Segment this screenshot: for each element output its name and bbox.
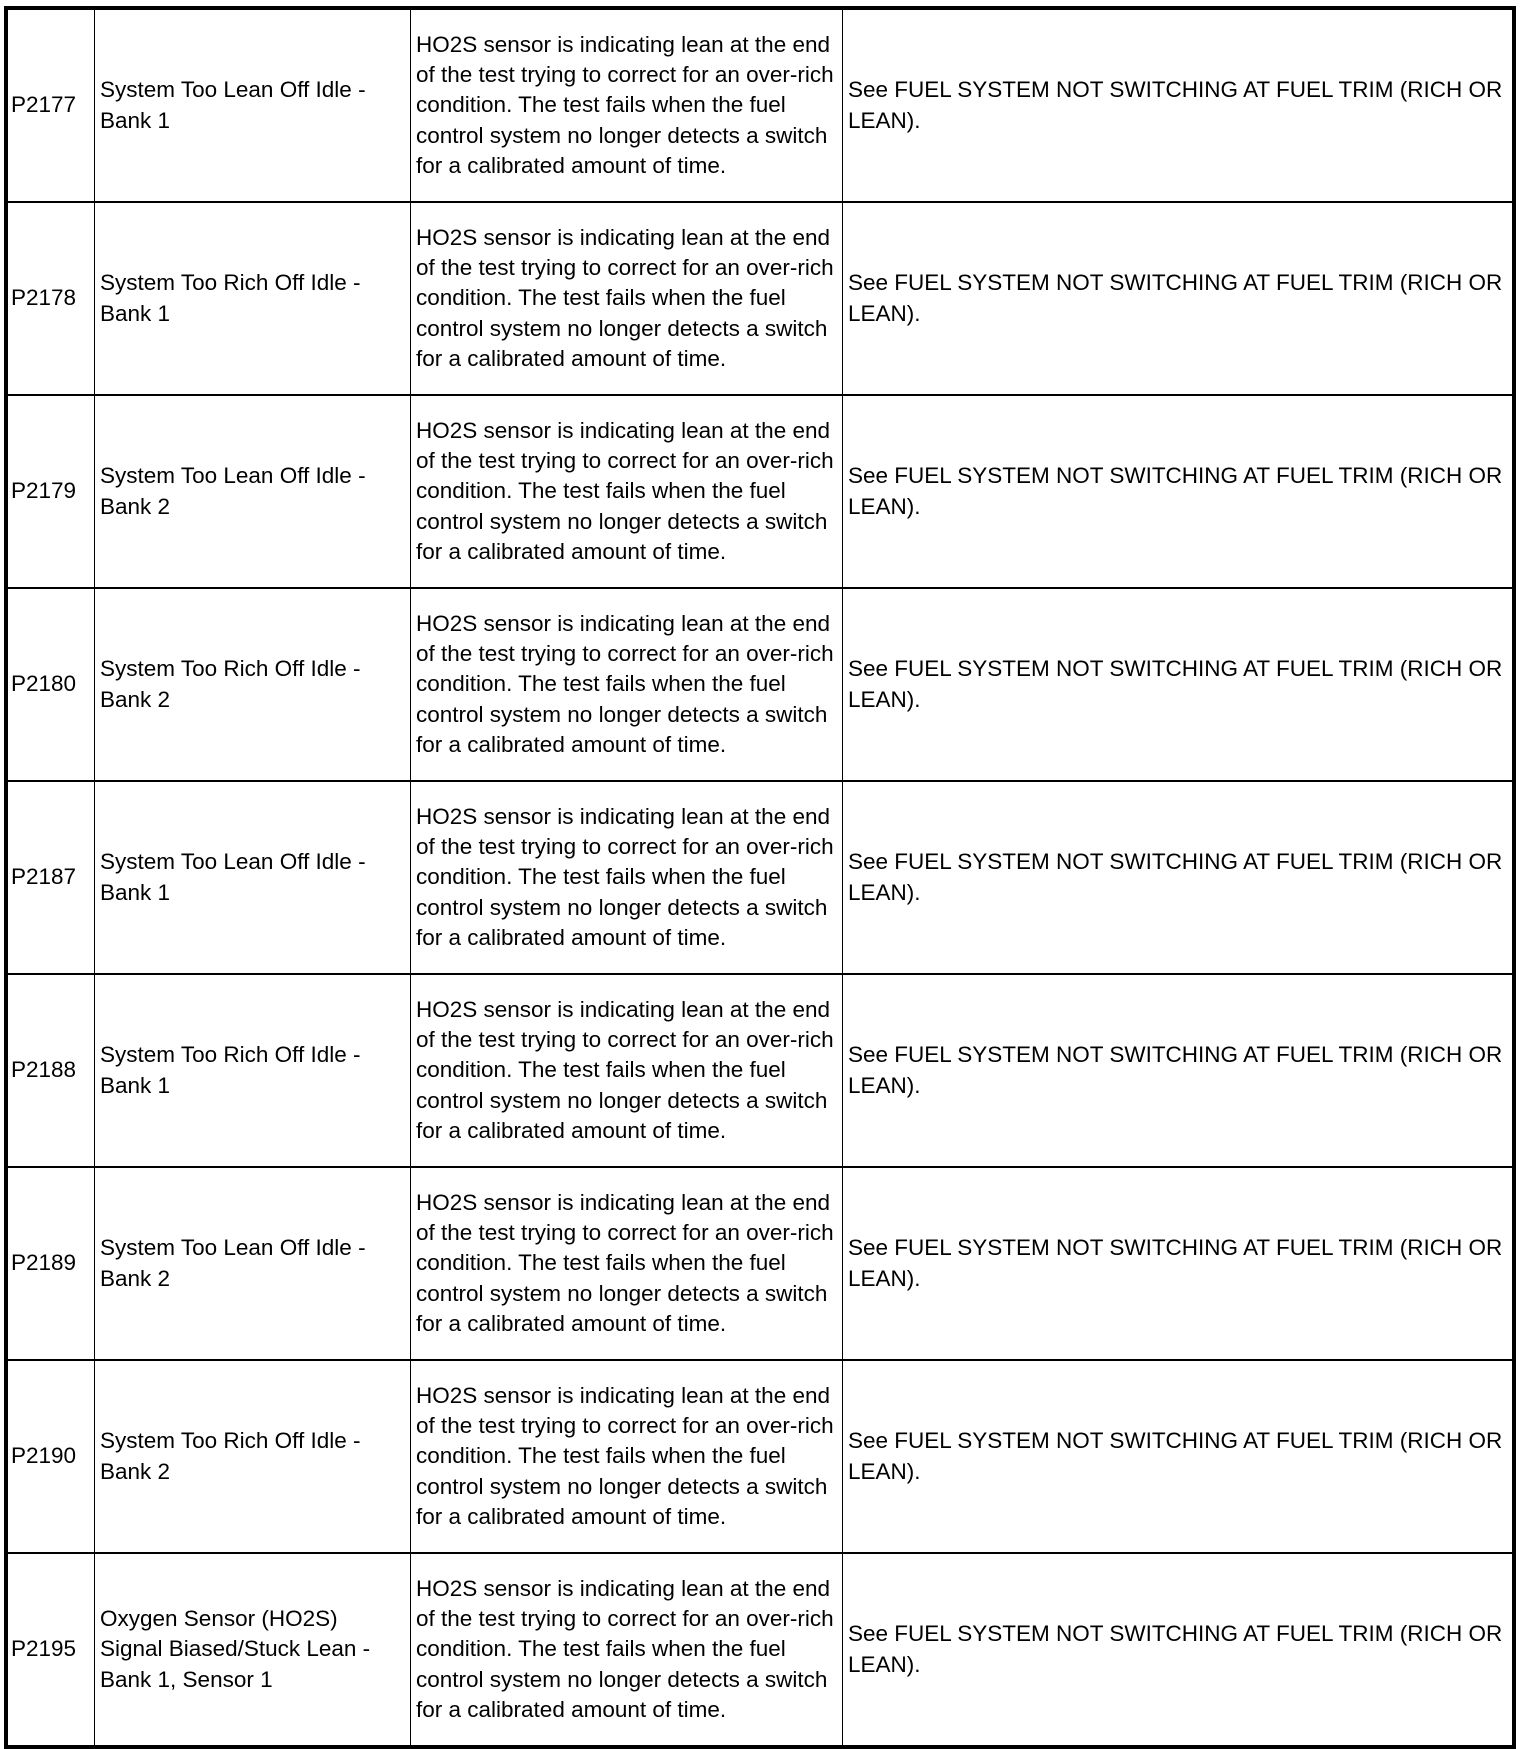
dtc-name: System Too Lean Off Idle - Bank 2 [94,1166,411,1361]
dtc-name: System Too Rich Off Idle - Bank 2 [94,587,411,782]
table-row: P2177 System Too Lean Off Idle - Bank 1 HO… [5,7,1515,203]
dtc-description: HO2S sensor is indicating lean at the en… [410,201,843,396]
dtc-name: System Too Lean Off Idle - Bank 1 [94,7,411,203]
table-row: P2189 System Too Lean Off Idle - Bank 2 HO… [5,1166,1515,1361]
dtc-name: System Too Lean Off Idle - Bank 1 [94,780,411,975]
table-row: P2179 System Too Lean Off Idle - Bank 2 HO… [5,394,1515,589]
dtc-description: HO2S sensor is indicating lean at the en… [410,7,843,203]
dtc-description: HO2S sensor is indicating lean at the en… [410,973,843,1168]
dtc-action: See FUEL SYSTEM NOT SWITCHING AT FUEL TR… [842,973,1515,1168]
table-row: P2188 System Too Rich Off Idle - Bank 1 HO… [5,973,1515,1168]
dtc-description: HO2S sensor is indicating lean at the en… [410,780,843,975]
dtc-description: HO2S sensor is indicating lean at the en… [410,587,843,782]
dtc-description: HO2S sensor is indicating lean at the en… [410,1359,843,1554]
table-row: P2190 System Too Rich Off Idle - Bank 2 HO… [5,1359,1515,1554]
dtc-action: See FUEL SYSTEM NOT SWITCHING AT FUEL TR… [842,201,1515,396]
dtc-code: P2188 [5,973,95,1168]
table-row: P2187 System Too Lean Off Idle - Bank 1 HO… [5,780,1515,975]
dtc-action: See FUEL SYSTEM NOT SWITCHING AT FUEL TR… [842,394,1515,589]
table-row: P2178 System Too Rich Off Idle - Bank 1 HO… [5,201,1515,396]
dtc-code: P2178 [5,201,95,396]
dtc-action: See FUEL SYSTEM NOT SWITCHING AT FUEL TR… [842,1359,1515,1554]
dtc-code: P2195 [5,1552,95,1748]
dtc-name: System Too Rich Off Idle - Bank 2 [94,1359,411,1554]
dtc-name: Oxygen Sensor (HO2S) Signal Biased/Stuck… [94,1552,411,1748]
dtc-name: System Too Rich Off Idle - Bank 1 [94,973,411,1168]
dtc-description: HO2S sensor is indicating lean at the en… [410,394,843,589]
dtc-action: See FUEL SYSTEM NOT SWITCHING AT FUEL TR… [842,1552,1515,1748]
dtc-table-body: P2177 System Too Lean Off Idle - Bank 1 HO… [5,7,1515,1748]
dtc-name: System Too Lean Off Idle - Bank 2 [94,394,411,589]
table-row: P2195 Oxygen Sensor (HO2S) Signal Biased/… [5,1552,1515,1748]
dtc-code: P2179 [5,394,95,589]
dtc-action: See FUEL SYSTEM NOT SWITCHING AT FUEL TR… [842,780,1515,975]
dtc-name: System Too Rich Off Idle - Bank 1 [94,201,411,396]
dtc-action: See FUEL SYSTEM NOT SWITCHING AT FUEL TR… [842,7,1515,203]
dtc-action: See FUEL SYSTEM NOT SWITCHING AT FUEL TR… [842,1166,1515,1361]
dtc-code: P2180 [5,587,95,782]
dtc-code: P2187 [5,780,95,975]
dtc-description: HO2S sensor is indicating lean at the en… [410,1166,843,1361]
dtc-code: P2189 [5,1166,95,1361]
dtc-table: P2177 System Too Lean Off Idle - Bank 1 HO… [4,6,1516,1749]
table-row: P2180 System Too Rich Off Idle - Bank 2 HO… [5,587,1515,782]
dtc-code: P2190 [5,1359,95,1554]
dtc-description: HO2S sensor is indicating lean at the en… [410,1552,843,1748]
dtc-action: See FUEL SYSTEM NOT SWITCHING AT FUEL TR… [842,587,1515,782]
dtc-code: P2177 [5,7,95,203]
